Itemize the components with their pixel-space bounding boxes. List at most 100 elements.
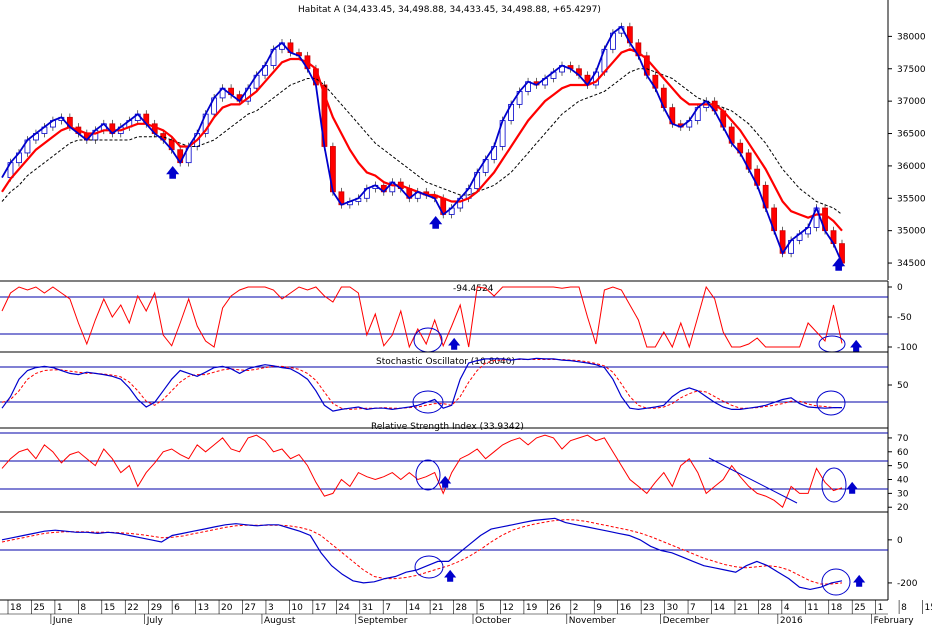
x-month-label: 2016 [780, 616, 803, 626]
highlight-circle [414, 555, 444, 579]
stochastic-axis-ticks: 50 [888, 381, 909, 391]
rsi-panel: Relative Strength Index (33.9342) 70 60 50… [0, 422, 909, 513]
price-title: Habitat A (34,433.45, 34,498.88, 34,433.… [298, 5, 601, 15]
y-tick-label: -50 [897, 313, 912, 323]
x-day-label: 3 [268, 603, 274, 613]
stochastic-panel: Stochastic Oscillator (10.8040) 50 [0, 352, 909, 428]
up-arrow-icon: 🡅 [429, 216, 443, 231]
highlight-circle [821, 467, 847, 503]
price-candle [839, 243, 845, 264]
price-candles [7, 22, 845, 267]
price-axis-ticks: 38000 37500 37000 36500 36000 35500 35000 34500 [888, 32, 926, 269]
slow-moving-average-line [1, 68, 843, 215]
x-day-label: 14 [714, 603, 726, 613]
x-day-label: 1 [878, 603, 884, 613]
up-arrow-icon: 🡅 [439, 475, 452, 489]
y-tick-label: -200 [897, 579, 918, 589]
y-tick-label: 40 [897, 476, 909, 486]
y-tick-label: 35000 [897, 227, 926, 237]
x-day-label: 29 [151, 603, 163, 613]
x-day-label: 20 [221, 603, 233, 613]
x-day-label: 11 [807, 603, 818, 613]
x-day-label: 15 [925, 603, 932, 613]
up-arrow-icon: 🡅 [166, 166, 180, 181]
x-day-label: 4 [784, 603, 790, 613]
y-tick-label: 37000 [897, 97, 926, 107]
x-day-label: 30 [667, 603, 679, 613]
x-day-label: 31 [362, 603, 373, 613]
x-day-label: 27 [245, 603, 256, 613]
highlight-circle [415, 459, 441, 491]
oscillator-panel: 0 -200 🡅 🡅 [0, 512, 918, 600]
y-tick-label: 50 [897, 381, 909, 391]
up-arrow-icon: 🡅 [448, 337, 461, 351]
x-day-label: 8 [80, 603, 86, 613]
stochastic-signal-line [1, 359, 842, 410]
y-tick-label: 70 [897, 434, 909, 444]
y-tick-label: 36000 [897, 162, 926, 172]
y-tick-label: 34500 [897, 259, 926, 269]
x-day-label: 2 [573, 603, 579, 613]
x-day-label: 15 [104, 603, 115, 613]
stochastic-k-line [1, 357, 842, 412]
x-day-label: 25 [33, 603, 44, 613]
x-day-label: 7 [690, 603, 696, 613]
williams-r-panel: -94.4524 0 -50 -100 🡅 🡅 [0, 281, 918, 353]
x-day-label: 14 [409, 603, 421, 613]
x-day-label: 24 [338, 603, 350, 613]
y-tick-label: 20 [897, 503, 909, 513]
buy-signal-arrows: 🡅 🡅 🡅 [166, 166, 846, 273]
trendline [708, 457, 798, 504]
highlight-circle [412, 390, 444, 414]
highlight-circle [816, 390, 846, 416]
rsi-line [1, 434, 843, 509]
up-arrow-icon: 🡅 [846, 481, 859, 495]
y-tick-label: 50 [897, 462, 909, 472]
williams-r-line [1, 285, 843, 349]
x-day-label: 10 [291, 603, 303, 613]
x-month-label: June [52, 616, 73, 626]
x-day-label: 18 [10, 603, 22, 613]
rsi-title: Relative Strength Index (33.9342) [371, 422, 524, 432]
x-month-label: August [264, 616, 296, 626]
y-tick-label: 37500 [897, 65, 926, 75]
x-axis: 18 25 1 8 15 22 29 6 13 20 27 3 10 17 24 31 7 14 21 28 5 12 19… [0, 600, 932, 626]
x-day-label: 21 [432, 603, 443, 613]
x-day-label: 5 [479, 603, 485, 613]
x-day-label: 22 [127, 603, 138, 613]
oscillator-main-line [1, 517, 843, 591]
x-month-label: July [146, 616, 164, 626]
x-day-label: 7 [385, 603, 391, 613]
y-tick-label: 0 [897, 536, 903, 546]
x-month-label: October [475, 616, 511, 626]
x-day-label: 18 [831, 603, 843, 613]
x-day-label: 17 [315, 603, 326, 613]
x-day-label: 1 [57, 603, 63, 613]
stochastic-title: Stochastic Oscillator (10.8040) [376, 357, 515, 367]
x-day-label: 6 [174, 603, 180, 613]
price-panel: Habitat A (34,433.45, 34,498.88, 34,433.… [1, 0, 926, 280]
x-month-label: September [358, 616, 408, 626]
williams-r-title: -94.4524 [453, 284, 494, 294]
y-tick-label: 36500 [897, 130, 926, 140]
x-day-label: 8 [901, 603, 907, 613]
x-day-label: 28 [456, 603, 468, 613]
x-day-label: 28 [760, 603, 772, 613]
y-tick-label: 30 [897, 489, 909, 499]
y-tick-label: -100 [897, 343, 918, 353]
x-day-label: 16 [620, 603, 632, 613]
williams-r-axis-ticks: 0 -50 -100 [888, 283, 918, 353]
oscillator-axis-ticks: 0 -200 [888, 536, 918, 589]
x-month-label: February [874, 616, 915, 626]
highlight-circle [821, 568, 851, 596]
x-day-label: 21 [737, 603, 748, 613]
up-arrow-icon: 🡅 [850, 339, 863, 353]
x-day-label: 25 [854, 603, 865, 613]
y-tick-label: 0 [897, 283, 903, 293]
x-day-label: 9 [596, 603, 602, 613]
x-day-label: 19 [526, 603, 538, 613]
x-day-label: 23 [643, 603, 654, 613]
x-day-label: 26 [549, 603, 561, 613]
